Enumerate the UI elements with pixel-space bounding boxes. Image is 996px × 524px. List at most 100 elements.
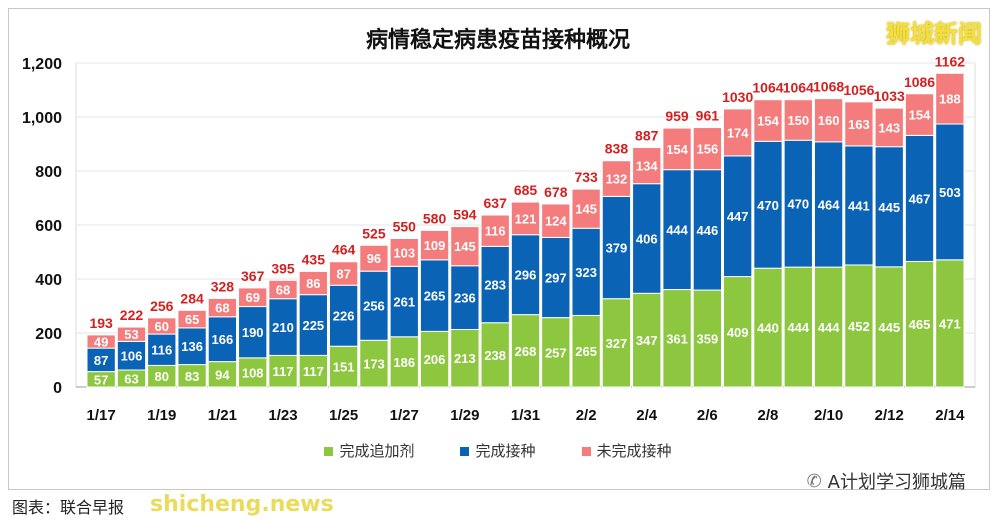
total-label: 395 [271,260,295,276]
data-label: 87 [94,353,108,368]
data-label: 257 [545,345,567,360]
bar-segment [632,183,662,294]
data-label: 226 [333,309,355,324]
x-tick-label: 1/25 [329,407,358,424]
data-label: 65 [185,312,199,327]
total-label: 580 [423,210,447,226]
legend-label: 未完成接种 [596,442,672,460]
bar-segment [268,298,298,356]
bar-segment [147,317,177,335]
bar-segment [571,227,601,316]
total-label: 435 [302,251,326,267]
bar-segment [571,188,601,229]
bar-segment [723,155,753,278]
data-label: 445 [878,200,900,215]
data-label: 206 [424,352,446,367]
bar-segment [874,266,904,388]
data-label: 163 [848,117,870,132]
bar-segment [935,259,965,388]
data-label: 57 [94,372,108,387]
total-label: 525 [362,225,386,241]
data-label: 68 [215,301,229,316]
total-label: 1064 [752,80,783,96]
total-label: 284 [180,290,204,306]
x-tick-label: 2/6 [697,407,718,424]
data-label: 132 [606,172,628,187]
source-watermark: shicheng.news [150,492,334,517]
data-label: 265 [575,344,597,359]
watermark-logo: 狮城新闻 [886,20,982,48]
total-label: 959 [665,108,689,124]
data-label: 60 [155,319,169,334]
bar-segment [359,244,389,272]
total-label: 1033 [874,88,905,104]
data-label: 145 [575,202,597,217]
data-label: 445 [878,320,900,335]
total-label: 887 [635,128,659,144]
data-label: 49 [94,335,108,350]
data-label: 213 [454,351,476,366]
bar-segment [419,259,450,332]
bar-segment [450,226,480,267]
x-tick-label: 1/19 [147,407,176,424]
bar-segment [450,328,480,388]
data-label: 409 [727,325,749,340]
data-label: 124 [545,214,567,229]
bar-segment [904,260,935,388]
total-label: 1068 [813,79,844,95]
bar-segment [238,287,268,308]
data-label: 323 [575,265,597,280]
bar-segment [601,298,632,388]
data-label: 154 [757,114,779,129]
bar-segment [874,146,904,268]
bar-segment [177,327,207,366]
x-tick-label: 2/8 [758,407,779,424]
bar-segment [813,141,844,268]
data-label: 188 [939,92,961,107]
data-label: 297 [545,271,567,286]
y-tick-label: 200 [35,326,62,343]
bar-segment [783,99,813,141]
bar-segment [662,289,692,388]
data-label: 116 [151,343,172,358]
data-label: 68 [276,283,290,298]
data-label: 359 [697,332,719,347]
x-tick-label: 1/17 [87,407,116,424]
total-label: 637 [484,195,508,211]
bar-segment [298,270,328,296]
bar-segment [389,238,419,267]
data-label: 447 [727,209,749,224]
chart-title: 病情稳定病患疫苗接种概况 [365,28,630,53]
bar-segment [328,261,359,286]
data-label: 186 [393,355,415,370]
legend-item: 完成接种 [460,440,536,461]
data-label: 117 [303,364,324,379]
data-label: 116 [485,224,506,239]
legend-label: 完成追加剂 [339,442,415,460]
bar-segment [874,107,904,148]
x-tick-label: 2/12 [875,407,904,424]
x-tick-label: 2/2 [576,407,597,424]
data-label: 96 [367,251,381,266]
wechat-account: A计划学习狮城篇 [827,472,966,493]
bar-segment [207,297,238,318]
total-label: 328 [211,278,235,294]
data-label: 156 [697,142,719,157]
bar-segment [601,195,632,300]
bar-segment [904,93,935,136]
x-tick-label: 2/4 [636,407,658,424]
y-tick-label: 400 [35,272,62,289]
wechat-icon: ✆ [806,470,822,492]
legend-swatch [324,447,334,456]
total-label: 1086 [904,74,935,90]
source-label: 图表：联合早报 [12,498,125,517]
data-label: 103 [393,245,415,260]
bar-segment [389,336,419,388]
total-label: 256 [150,298,174,314]
bar-segment [510,314,541,388]
data-label: 503 [939,185,961,200]
total-label: 594 [453,207,477,223]
data-label: 444 [787,320,809,335]
x-tick-label: 1/23 [268,407,297,424]
